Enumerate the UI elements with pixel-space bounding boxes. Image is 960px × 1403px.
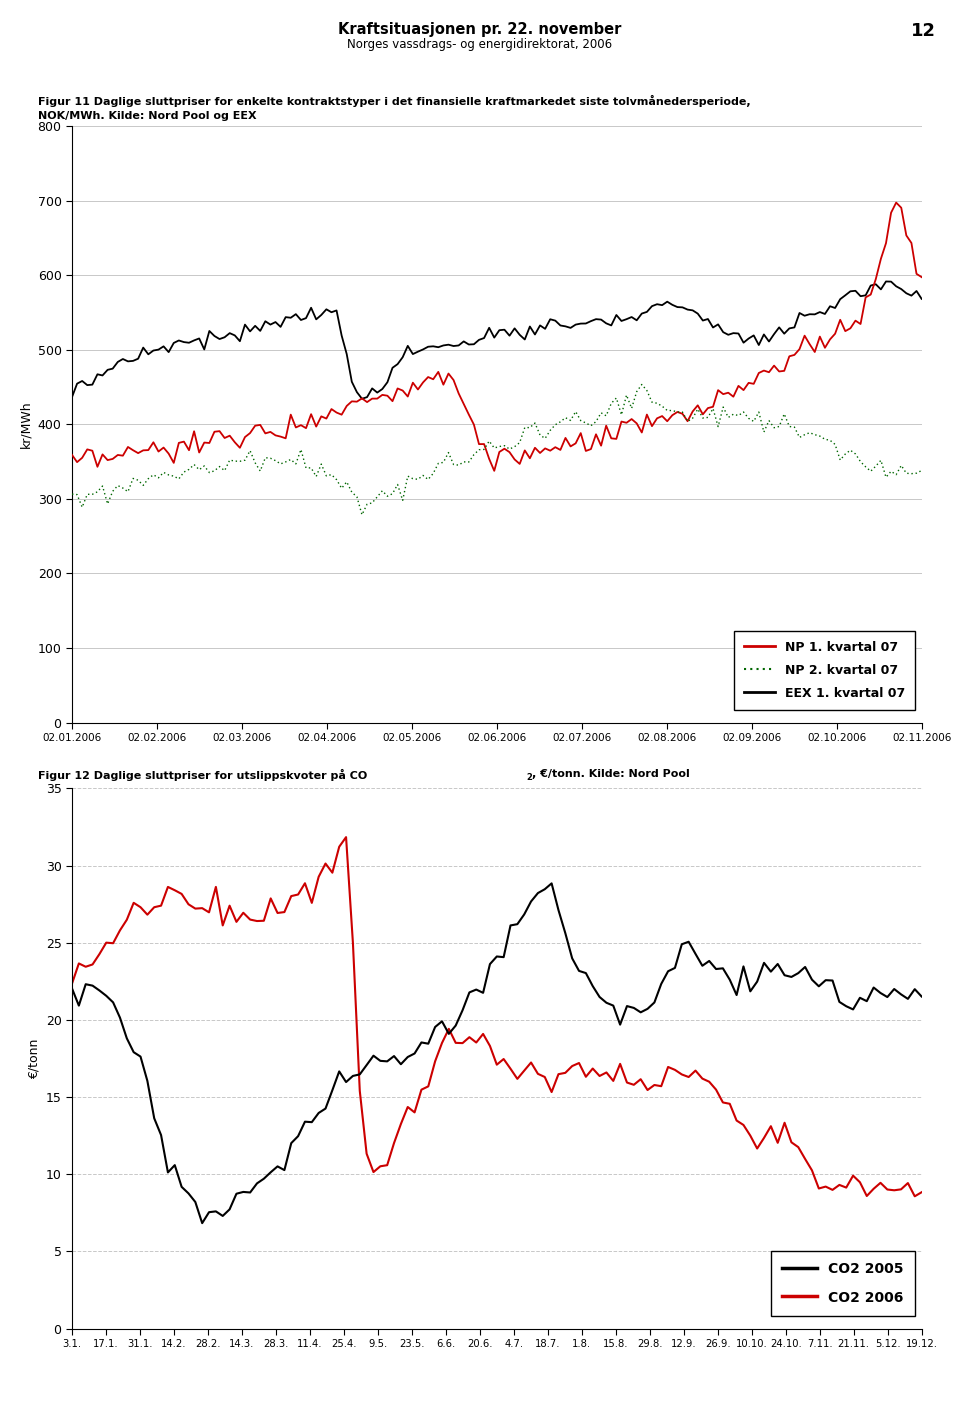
EEX 1. kvartal 07 <box>219 328 230 345</box>
NP 1. kvartal 07 <box>570 435 582 452</box>
Text: 2: 2 <box>526 773 532 781</box>
CO2 2006 <box>806 1162 818 1179</box>
CO2 2005 <box>813 978 825 995</box>
CO2 2005 <box>272 1157 283 1174</box>
EEX 1. kvartal 07 <box>555 317 566 334</box>
Text: 12: 12 <box>911 22 936 41</box>
NP 1. kvartal 07 <box>310 418 322 435</box>
NP 2. kvartal 07 <box>310 469 322 485</box>
NP 1. kvartal 07 <box>555 442 566 459</box>
CO2 2006 <box>601 1063 612 1080</box>
EEX 1. kvartal 07 <box>361 389 372 405</box>
CO2 2006 <box>66 975 78 992</box>
CO2 2006 <box>868 1180 879 1197</box>
NP 1. kvartal 07 <box>219 429 230 446</box>
Text: Norges vassdrags- og energidirektorat, 2006: Norges vassdrags- og energidirektorat, 2… <box>348 38 612 51</box>
EEX 1. kvartal 07 <box>880 274 892 290</box>
EEX 1. kvartal 07 <box>916 290 927 307</box>
NP 2. kvartal 07 <box>356 506 368 523</box>
CO2 2005 <box>66 981 78 998</box>
EEX 1. kvartal 07 <box>356 390 368 407</box>
Y-axis label: €/tonn: €/tonn <box>27 1038 40 1079</box>
Text: Figur 11 Daglige sluttpriser for enkelte kontraktstyper i det finansielle kraftm: Figur 11 Daglige sluttpriser for enkelte… <box>38 95 751 108</box>
CO2 2006 <box>785 1134 797 1150</box>
NP 1. kvartal 07 <box>916 269 927 286</box>
EEX 1. kvartal 07 <box>570 316 582 333</box>
NP 1. kvartal 07 <box>66 446 78 463</box>
Y-axis label: kr/MWh: kr/MWh <box>19 401 32 448</box>
Legend: NP 1. kvartal 07, NP 2. kvartal 07, EEX 1. kvartal 07: NP 1. kvartal 07, NP 2. kvartal 07, EEX … <box>733 631 915 710</box>
CO2 2005 <box>608 998 619 1014</box>
NP 1. kvartal 07 <box>748 376 759 393</box>
NP 2. kvartal 07 <box>555 414 566 431</box>
NP 2. kvartal 07 <box>636 376 648 393</box>
NP 1. kvartal 07 <box>891 194 902 210</box>
Line: CO2 2006: CO2 2006 <box>72 838 922 1197</box>
NP 2. kvartal 07 <box>753 404 764 421</box>
CO2 2006 <box>265 890 276 906</box>
CO2 2006 <box>340 829 351 846</box>
Text: Kraftsituasjonen pr. 22. november: Kraftsituasjonen pr. 22. november <box>338 22 622 38</box>
CO2 2005 <box>546 875 558 892</box>
EEX 1. kvartal 07 <box>748 327 759 344</box>
CO2 2005 <box>197 1215 208 1232</box>
NP 2. kvartal 07 <box>570 403 582 419</box>
Legend: CO2 2005, CO2 2006: CO2 2005, CO2 2006 <box>771 1250 915 1316</box>
Line: CO2 2005: CO2 2005 <box>72 884 922 1223</box>
NP 2. kvartal 07 <box>916 462 927 478</box>
EEX 1. kvartal 07 <box>310 311 322 328</box>
Line: NP 1. kvartal 07: NP 1. kvartal 07 <box>72 202 922 471</box>
NP 2. kvartal 07 <box>66 485 78 502</box>
NP 1. kvartal 07 <box>489 463 500 480</box>
CO2 2005 <box>916 988 927 1005</box>
CO2 2005 <box>293 1128 304 1145</box>
Line: NP 2. kvartal 07: NP 2. kvartal 07 <box>72 384 922 515</box>
Text: , €/tonn. Kilde: Nord Pool: , €/tonn. Kilde: Nord Pool <box>532 769 689 779</box>
CO2 2006 <box>285 888 297 905</box>
NP 1. kvartal 07 <box>356 390 368 407</box>
Line: EEX 1. kvartal 07: EEX 1. kvartal 07 <box>72 282 922 398</box>
CO2 2006 <box>916 1184 927 1201</box>
CO2 2005 <box>875 985 886 1002</box>
Text: Figur 12 Daglige sluttpriser for utslippskvoter på CO: Figur 12 Daglige sluttpriser for utslipp… <box>38 769 368 781</box>
CO2 2006 <box>909 1188 921 1205</box>
Text: NOK/MWh. Kilde: Nord Pool og EEX: NOK/MWh. Kilde: Nord Pool og EEX <box>38 111 257 121</box>
CO2 2005 <box>793 965 804 982</box>
NP 2. kvartal 07 <box>219 462 230 478</box>
EEX 1. kvartal 07 <box>66 389 78 405</box>
NP 2. kvartal 07 <box>361 495 372 512</box>
